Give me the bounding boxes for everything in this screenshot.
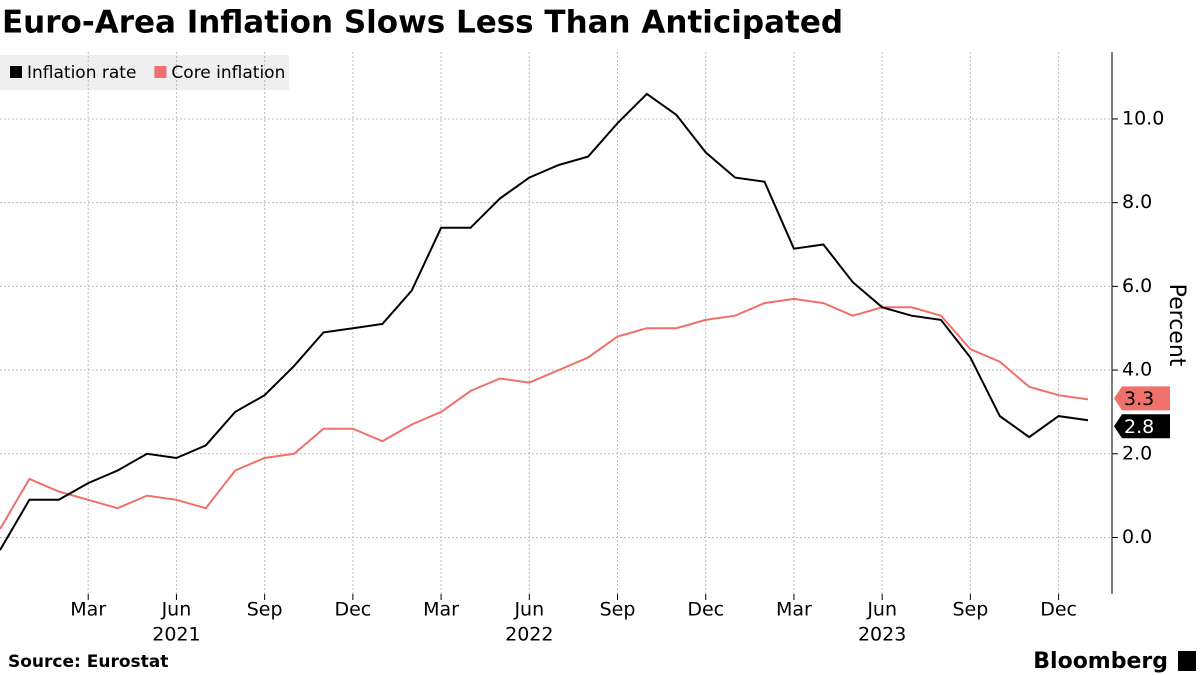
legend-background xyxy=(0,55,289,90)
x-tick-label: Jun xyxy=(866,599,897,621)
year-label: 2022 xyxy=(505,624,553,646)
line-series xyxy=(0,297,1089,530)
year-label: 2023 xyxy=(858,624,906,646)
legend-swatch xyxy=(10,66,22,78)
y-tick-label: 10.0 xyxy=(1122,107,1164,129)
y-tick-label: 0.0 xyxy=(1122,526,1152,548)
x-tick-label: Sep xyxy=(952,599,988,621)
line-series xyxy=(0,92,1089,551)
brand-icon xyxy=(1178,651,1196,671)
y-axis-title: Percent xyxy=(1164,284,1189,367)
legend-swatch xyxy=(154,66,167,78)
legend-label: Core inflation xyxy=(171,63,285,83)
x-tick-label: Dec xyxy=(1040,599,1077,621)
x-tick-label: Sep xyxy=(247,599,283,621)
x-tick-label: Sep xyxy=(600,599,636,621)
legend-label: Inflation rate xyxy=(27,63,136,83)
x-tick-label: Mar xyxy=(776,599,812,621)
y-tick-label: 8.0 xyxy=(1122,191,1152,213)
y-tick-label: 6.0 xyxy=(1122,275,1152,297)
x-tick-label: Mar xyxy=(70,599,106,621)
x-tick-label: Jun xyxy=(513,599,544,621)
end-label: 2.8 xyxy=(1124,416,1154,438)
end-tag xyxy=(1114,414,1170,439)
source: Source: Eurostat xyxy=(8,652,168,672)
x-tick-label: Jun xyxy=(161,599,192,621)
brand: Bloomberg xyxy=(1033,649,1168,674)
x-tick-label: Dec xyxy=(334,599,371,621)
x-tick-label: Mar xyxy=(423,599,459,621)
chart-title: Euro-Area Inflation Slows Less Than Anti… xyxy=(2,5,843,41)
end-tag xyxy=(1114,386,1170,411)
x-tick-label: Dec xyxy=(687,599,724,621)
y-tick-label: 4.0 xyxy=(1122,359,1152,381)
year-label: 2021 xyxy=(152,624,200,646)
end-label: 3.3 xyxy=(1124,388,1154,410)
y-tick-label: 2.0 xyxy=(1122,442,1152,464)
